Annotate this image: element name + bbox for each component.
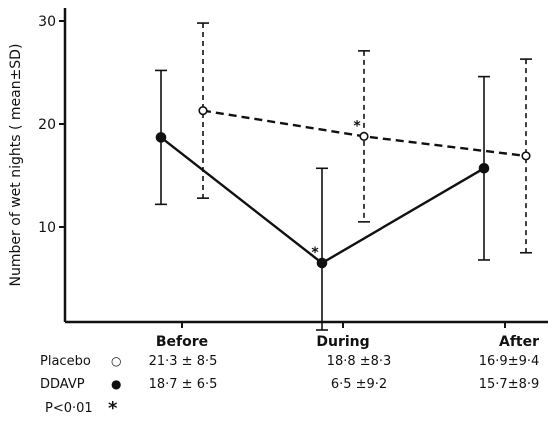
data-point <box>198 106 208 116</box>
data-point <box>521 151 531 161</box>
y-tick-label: 20 <box>38 117 56 133</box>
table-cell: 6·5 ±9·2 <box>330 377 388 392</box>
y-tick-label: 30 <box>38 14 56 30</box>
table-cell: 15·7±8·9 <box>478 377 540 392</box>
table-cell: 16·9±9·4 <box>478 354 540 369</box>
data-point <box>478 162 490 174</box>
table-cell: 18·8 ±8·3 <box>326 354 392 369</box>
table-row-symbol: ○ <box>111 354 122 368</box>
y-tick-label: 10 <box>38 220 56 236</box>
y-axis-label: Number of wet nights ( mean±SD) <box>8 44 24 287</box>
table-row-label: P<0·01 <box>45 401 93 416</box>
table-row-label: DDAVP <box>40 377 85 392</box>
table-row-symbol: ● <box>111 377 122 391</box>
table-cell: 18·7 ± 6·5 <box>148 377 218 392</box>
data-point <box>155 132 167 143</box>
data-point <box>316 257 328 269</box>
x-tick-label: During <box>316 334 369 350</box>
significance-marker: * <box>311 245 319 261</box>
table-cell: 21·3 ± 8·5 <box>148 354 218 369</box>
x-tick-label: After <box>499 334 539 350</box>
table-row-symbol: * <box>108 398 118 419</box>
chart-marks: ** <box>155 22 532 331</box>
significance-marker: * <box>353 118 361 134</box>
chart-axes: 10 20 30 Before During After Number of wet nig… <box>8 8 548 350</box>
x-tick-label: Before <box>156 334 208 350</box>
data-point <box>359 131 369 141</box>
table-row-label: Placebo <box>40 354 91 369</box>
